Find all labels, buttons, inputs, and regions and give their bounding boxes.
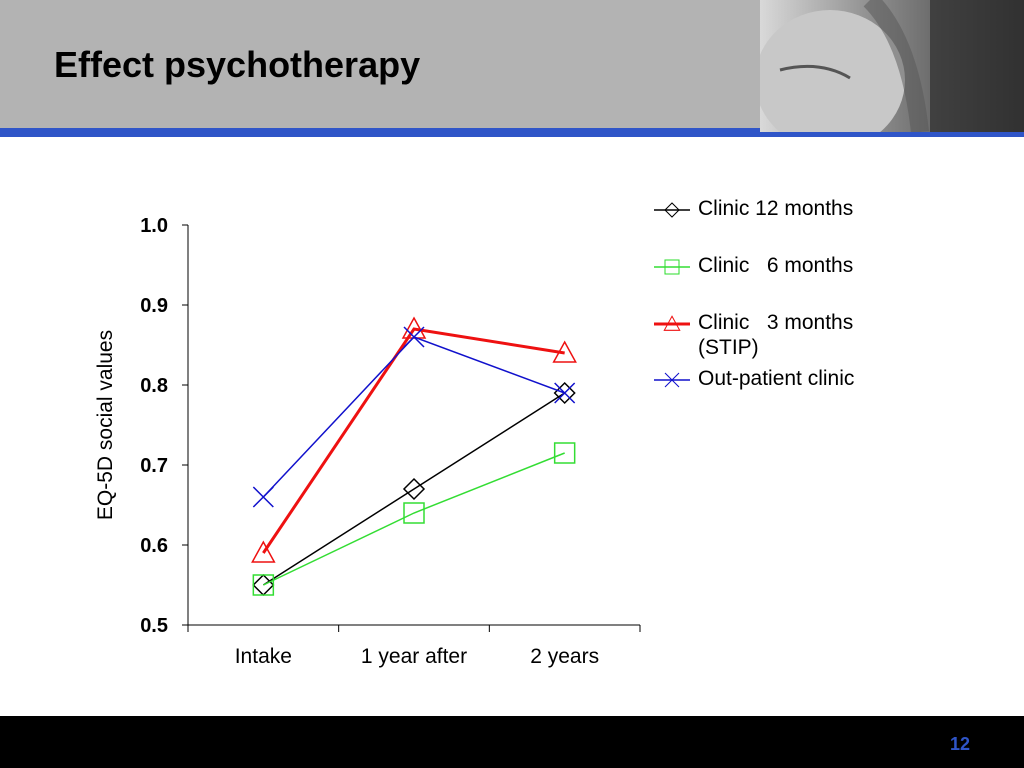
header-photo-image xyxy=(760,0,1024,132)
series-diamond xyxy=(252,381,576,597)
y-tick-label: 0.7 xyxy=(140,455,168,477)
y-tick-label: 0.8 xyxy=(140,375,168,397)
series-line xyxy=(263,452,565,586)
data-point-square xyxy=(252,574,275,596)
data-point-diamond xyxy=(553,381,576,405)
data-point-triangle xyxy=(251,540,276,563)
y-axis-label: EQ-5D social values xyxy=(94,330,117,520)
legend-swatch xyxy=(654,259,690,275)
y-tick-label: 0.5 xyxy=(140,615,168,637)
legend-swatch xyxy=(654,372,690,388)
data-point-diamond xyxy=(402,477,426,501)
legend-item: Clinic 6 months xyxy=(652,253,952,278)
legend-label: Clinic 3 months (STIP) xyxy=(698,311,854,359)
data-point-x xyxy=(554,382,576,404)
series-line xyxy=(262,336,565,498)
x-tick-label: Intake xyxy=(235,645,292,668)
data-point-x xyxy=(403,326,425,348)
legend-item: Clinic 3 months (STIP) xyxy=(652,310,952,360)
legend-item: Out-patient clinic xyxy=(652,366,952,391)
footer-bar xyxy=(0,716,1024,768)
slide-title: Effect psychotherapy xyxy=(54,44,421,85)
legend-label: Out-patient clinic xyxy=(698,367,855,390)
series-square xyxy=(252,442,576,596)
series-triangle xyxy=(251,316,577,563)
legend-swatch xyxy=(654,315,690,331)
series-line xyxy=(262,392,566,586)
data-point-triangle xyxy=(552,340,577,363)
x-tick-label: 2 years xyxy=(530,645,599,668)
data-point-square xyxy=(403,502,425,524)
header-accent-stripe xyxy=(0,128,1024,137)
legend-item: Clinic 12 months xyxy=(652,196,952,221)
x-tick-label: 1 year after xyxy=(361,645,467,668)
y-tick-label: 0.9 xyxy=(140,295,168,317)
legend-label: Clinic 12 months xyxy=(698,197,854,220)
legend-swatch xyxy=(654,202,690,218)
y-tick-label: 0.6 xyxy=(140,535,168,557)
page-number: 12 xyxy=(949,734,970,754)
series-line xyxy=(262,327,565,554)
legend-label: Clinic 6 months xyxy=(698,254,854,277)
data-point-square xyxy=(553,442,576,464)
data-point-x xyxy=(252,486,274,508)
line-chart: 0.5 0.6 0.7 0.8 0.9 1.0 Intake 1 year after 2 ye… xyxy=(94,215,641,668)
chart-legend: Clinic 12 months Clinic 6 months Clinic 3 … xyxy=(652,196,952,391)
series-x xyxy=(252,326,576,508)
y-tick-label: 1.0 xyxy=(140,215,168,237)
